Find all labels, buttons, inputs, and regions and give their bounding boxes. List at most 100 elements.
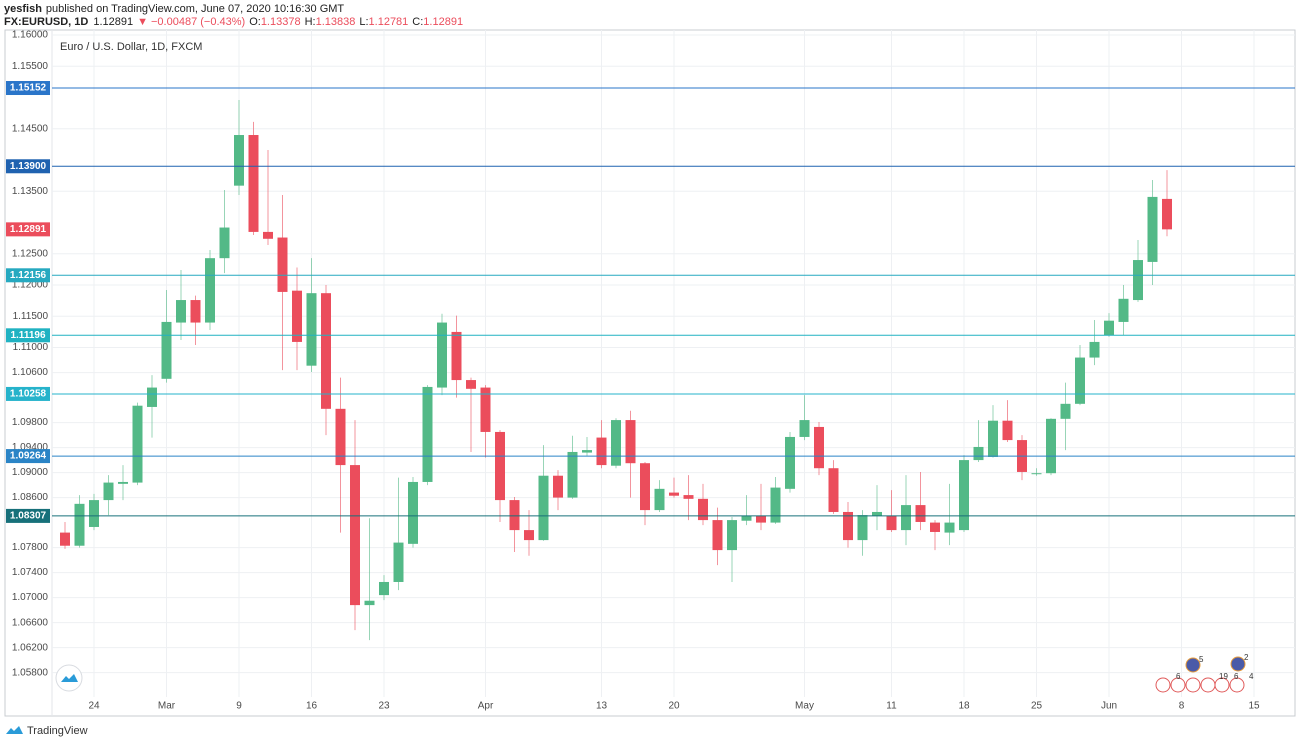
candle-body xyxy=(611,420,621,466)
candle-body xyxy=(1133,260,1143,301)
x-tick-label: 25 xyxy=(1031,701,1043,712)
change: −0.00487 (−0.43%) xyxy=(151,16,245,28)
candle-body xyxy=(640,463,650,511)
candle-body xyxy=(915,505,926,522)
candle-body xyxy=(495,431,505,501)
candle-body xyxy=(292,290,302,342)
level-label: 1.08307 xyxy=(10,511,47,522)
last-price-label: 1.12891 xyxy=(10,224,47,235)
level-label-bg xyxy=(6,268,50,283)
candle-body xyxy=(669,492,679,496)
candle-body xyxy=(393,542,404,582)
candle-body xyxy=(103,482,114,501)
ohlc-val: 1.13838 xyxy=(316,16,356,28)
grid: 1.16000 1.15500 1.14500 1.13500 1.12500 1.120… xyxy=(12,30,1295,712)
level-label-bg xyxy=(6,386,50,401)
candle-body xyxy=(60,532,70,546)
y-tick-label: 1.07400 xyxy=(12,567,49,578)
x-tick-label: 24 xyxy=(88,701,100,712)
event-flag xyxy=(1214,677,1230,693)
candle-body xyxy=(930,522,940,532)
candle-body xyxy=(74,503,85,546)
candle-body xyxy=(524,530,534,541)
candle-body xyxy=(277,237,288,292)
candle-body xyxy=(1075,357,1085,404)
candle-body xyxy=(422,386,433,482)
candle-body xyxy=(785,436,795,489)
level-label-bg xyxy=(6,159,50,174)
candle-body xyxy=(698,498,708,521)
level-label-bg xyxy=(6,449,50,464)
y-tick-label: 1.14500 xyxy=(12,123,49,134)
candle-body xyxy=(248,135,259,232)
event-count: 2 xyxy=(1244,653,1249,662)
publish-line: yesfish published on TradingView.com, Jun… xyxy=(4,3,344,15)
events: 5 2 6 19 6 4 xyxy=(1155,653,1254,693)
candle-body xyxy=(857,515,868,541)
candle-body xyxy=(901,505,911,531)
candle-body xyxy=(1104,320,1114,336)
y-tick-label: 1.06200 xyxy=(12,642,49,653)
x-tick-label: 16 xyxy=(306,701,318,712)
candle-body xyxy=(959,460,969,531)
level-label: 1.09264 xyxy=(10,451,47,462)
logo-badge xyxy=(55,664,83,692)
published: published on TradingView.com, June 07, 2… xyxy=(46,3,344,15)
y-tick-label: 1.08600 xyxy=(12,492,49,503)
candle-body xyxy=(364,600,375,606)
candle-body xyxy=(596,437,607,466)
candle-body xyxy=(988,420,998,457)
candle-body xyxy=(321,293,331,409)
candle-body xyxy=(466,380,476,389)
candle-body xyxy=(625,420,636,464)
brand: TradingView xyxy=(27,725,88,737)
ohlc-key: H: xyxy=(305,16,316,28)
candle-body xyxy=(161,321,172,379)
y-tick-label: 1.10600 xyxy=(12,367,49,378)
y-tick-label: 1.05800 xyxy=(12,667,49,678)
candle-body xyxy=(89,500,99,527)
candle-body xyxy=(219,227,230,259)
logo-shape xyxy=(61,674,78,682)
event-flag xyxy=(1200,677,1216,693)
level-label-bg xyxy=(6,81,50,96)
last-price-bg xyxy=(6,222,50,237)
event-count: 4 xyxy=(1249,672,1254,681)
event-flag xyxy=(1155,677,1171,693)
candle-body xyxy=(973,446,984,461)
candle-body xyxy=(1031,473,1042,475)
level-label-bg xyxy=(6,328,50,343)
author: yesfish xyxy=(4,3,42,15)
candle-body xyxy=(712,520,723,551)
y-tick-label: 1.15500 xyxy=(12,61,49,72)
y-tick-label: 1.11500 xyxy=(13,311,49,322)
ohlc-key: O: xyxy=(249,16,261,28)
event-flag xyxy=(1185,657,1201,673)
level-label: 1.15152 xyxy=(10,83,47,94)
ohlc-val: 1.12781 xyxy=(369,16,409,28)
candle-body xyxy=(118,481,128,484)
ohlc-val: 1.13378 xyxy=(261,16,301,28)
candle-body xyxy=(335,408,346,466)
x-tick-label: May xyxy=(795,701,814,712)
y-tick-label: 1.06600 xyxy=(12,617,49,628)
y-tick-label: 1.07000 xyxy=(12,592,49,603)
x-tick-label: 23 xyxy=(378,701,390,712)
ohlc-key: C: xyxy=(412,16,423,28)
candle-body xyxy=(1118,298,1129,322)
candle-body xyxy=(1060,403,1071,419)
quote-line: FX:EURUSD, 1D 1.12891 ▼ −0.00487 (−0.43%) O:… xyxy=(4,16,463,28)
y-tick-label: 1.13500 xyxy=(12,186,49,197)
x-tick-label: 9 xyxy=(236,701,242,712)
candle-body xyxy=(350,465,360,606)
candle-body xyxy=(843,511,853,541)
candle-body xyxy=(1089,341,1100,358)
candle-body xyxy=(509,500,520,531)
candle-body xyxy=(741,515,752,521)
candle-body xyxy=(132,405,143,483)
logo-circle xyxy=(55,664,83,692)
event-count: 6 xyxy=(1234,672,1239,681)
candle-body xyxy=(451,331,462,381)
candle-body xyxy=(756,515,766,523)
candles xyxy=(60,100,1172,641)
